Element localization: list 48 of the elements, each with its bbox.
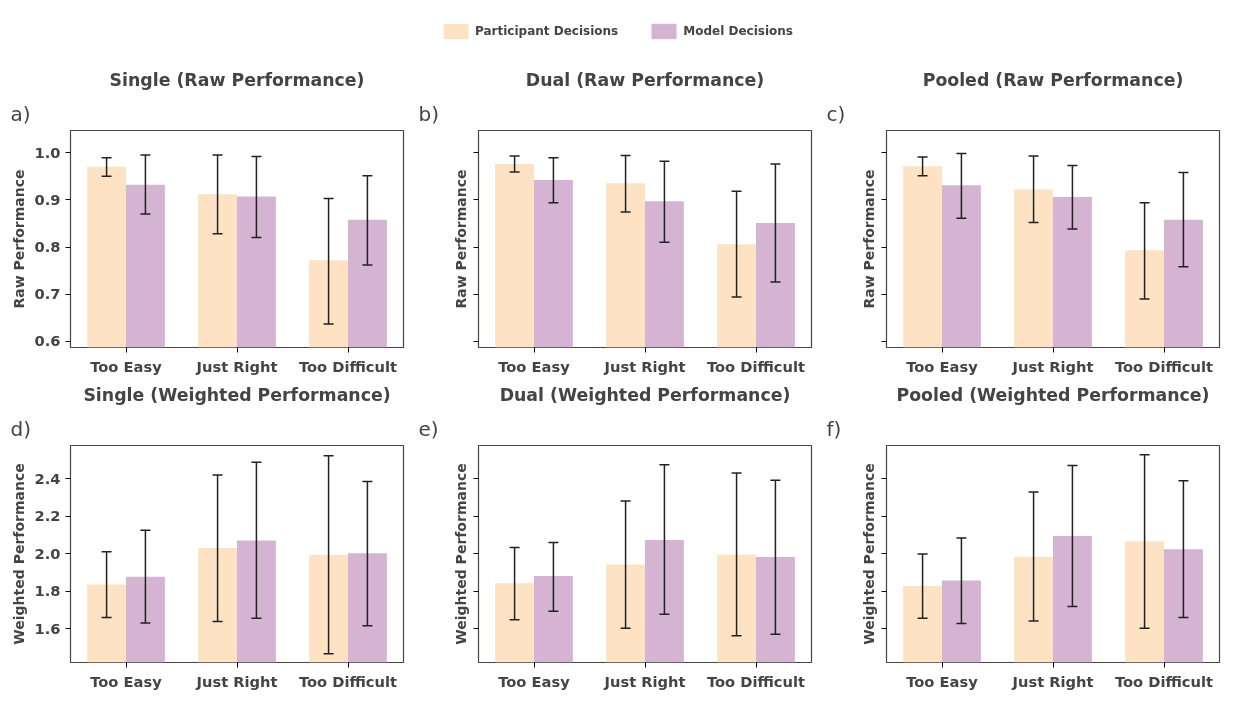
y-tick-label: 0.8 (34, 238, 61, 256)
chart-title: Dual (Weighted Performance) (499, 384, 791, 405)
y-tick-label: 2.0 (34, 544, 61, 562)
text: d) (10, 416, 31, 441)
x-tick-label: Too Difficult (1115, 672, 1213, 690)
x-tick-label: Just Right (1011, 357, 1094, 375)
y-axis-title: Weighted Performance (860, 463, 877, 645)
y-axis-title: Weighted Performance (452, 463, 469, 645)
text: e) (418, 416, 439, 441)
text: b) (418, 101, 439, 126)
x-tick-label: Too Easy (498, 672, 571, 690)
chart-title: Pooled (Raw Performance) (922, 69, 1184, 90)
x-tick-label: Too Difficult (707, 672, 805, 690)
chart-title: Single (Weighted Performance) (83, 384, 391, 405)
chart-title: Pooled (Weighted Performance) (896, 384, 1210, 405)
x-tick-label: Just Right (1011, 672, 1094, 690)
x-tick-label: Too Difficult (1115, 357, 1213, 375)
y-axis-title: Weighted Performance (10, 463, 27, 645)
y-tick-label: 1.0 (34, 143, 61, 161)
y-tick-label: 0.6 (34, 332, 61, 350)
legend-label: Participant Decisions (475, 24, 619, 38)
x-tick-label: Too Difficult (707, 357, 805, 375)
x-tick-label: Too Easy (906, 672, 979, 690)
y-tick-label: 1.6 (34, 619, 61, 637)
y-axis-title: Raw Performance (860, 169, 877, 309)
x-tick-label: Too Difficult (299, 357, 397, 375)
x-tick-label: Too Easy (498, 357, 571, 375)
x-tick-label: Just Right (603, 357, 686, 375)
y-tick-label: 0.9 (34, 190, 61, 208)
x-tick-label: Just Right (195, 672, 278, 690)
x-tick-label: Too Difficult (299, 672, 397, 690)
x-tick-label: Too Easy (906, 357, 979, 375)
text: f) (826, 416, 842, 441)
chart-title: Single (Raw Performance) (109, 69, 365, 90)
y-tick-label: 2.2 (34, 507, 61, 525)
y-tick-label: 2.4 (34, 469, 61, 487)
x-tick-label: Just Right (195, 357, 278, 375)
legend-label: Model Decisions (683, 24, 793, 38)
x-tick-label: Too Easy (90, 672, 163, 690)
x-tick-label: Just Right (603, 672, 686, 690)
x-tick-label: Too Easy (90, 357, 163, 375)
text: c) (826, 101, 846, 126)
y-tick-label: 1.8 (34, 582, 61, 600)
y-axis-title: Raw Performance (10, 169, 27, 309)
text: a) (10, 101, 31, 126)
y-tick-label: 0.7 (34, 285, 61, 303)
chart-title: Dual (Raw Performance) (525, 69, 765, 90)
y-axis-title: Raw Performance (452, 169, 469, 309)
